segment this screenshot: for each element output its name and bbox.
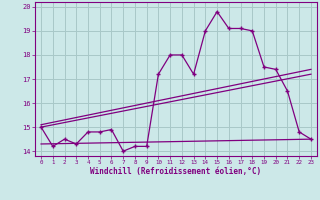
- X-axis label: Windchill (Refroidissement éolien,°C): Windchill (Refroidissement éolien,°C): [91, 167, 261, 176]
